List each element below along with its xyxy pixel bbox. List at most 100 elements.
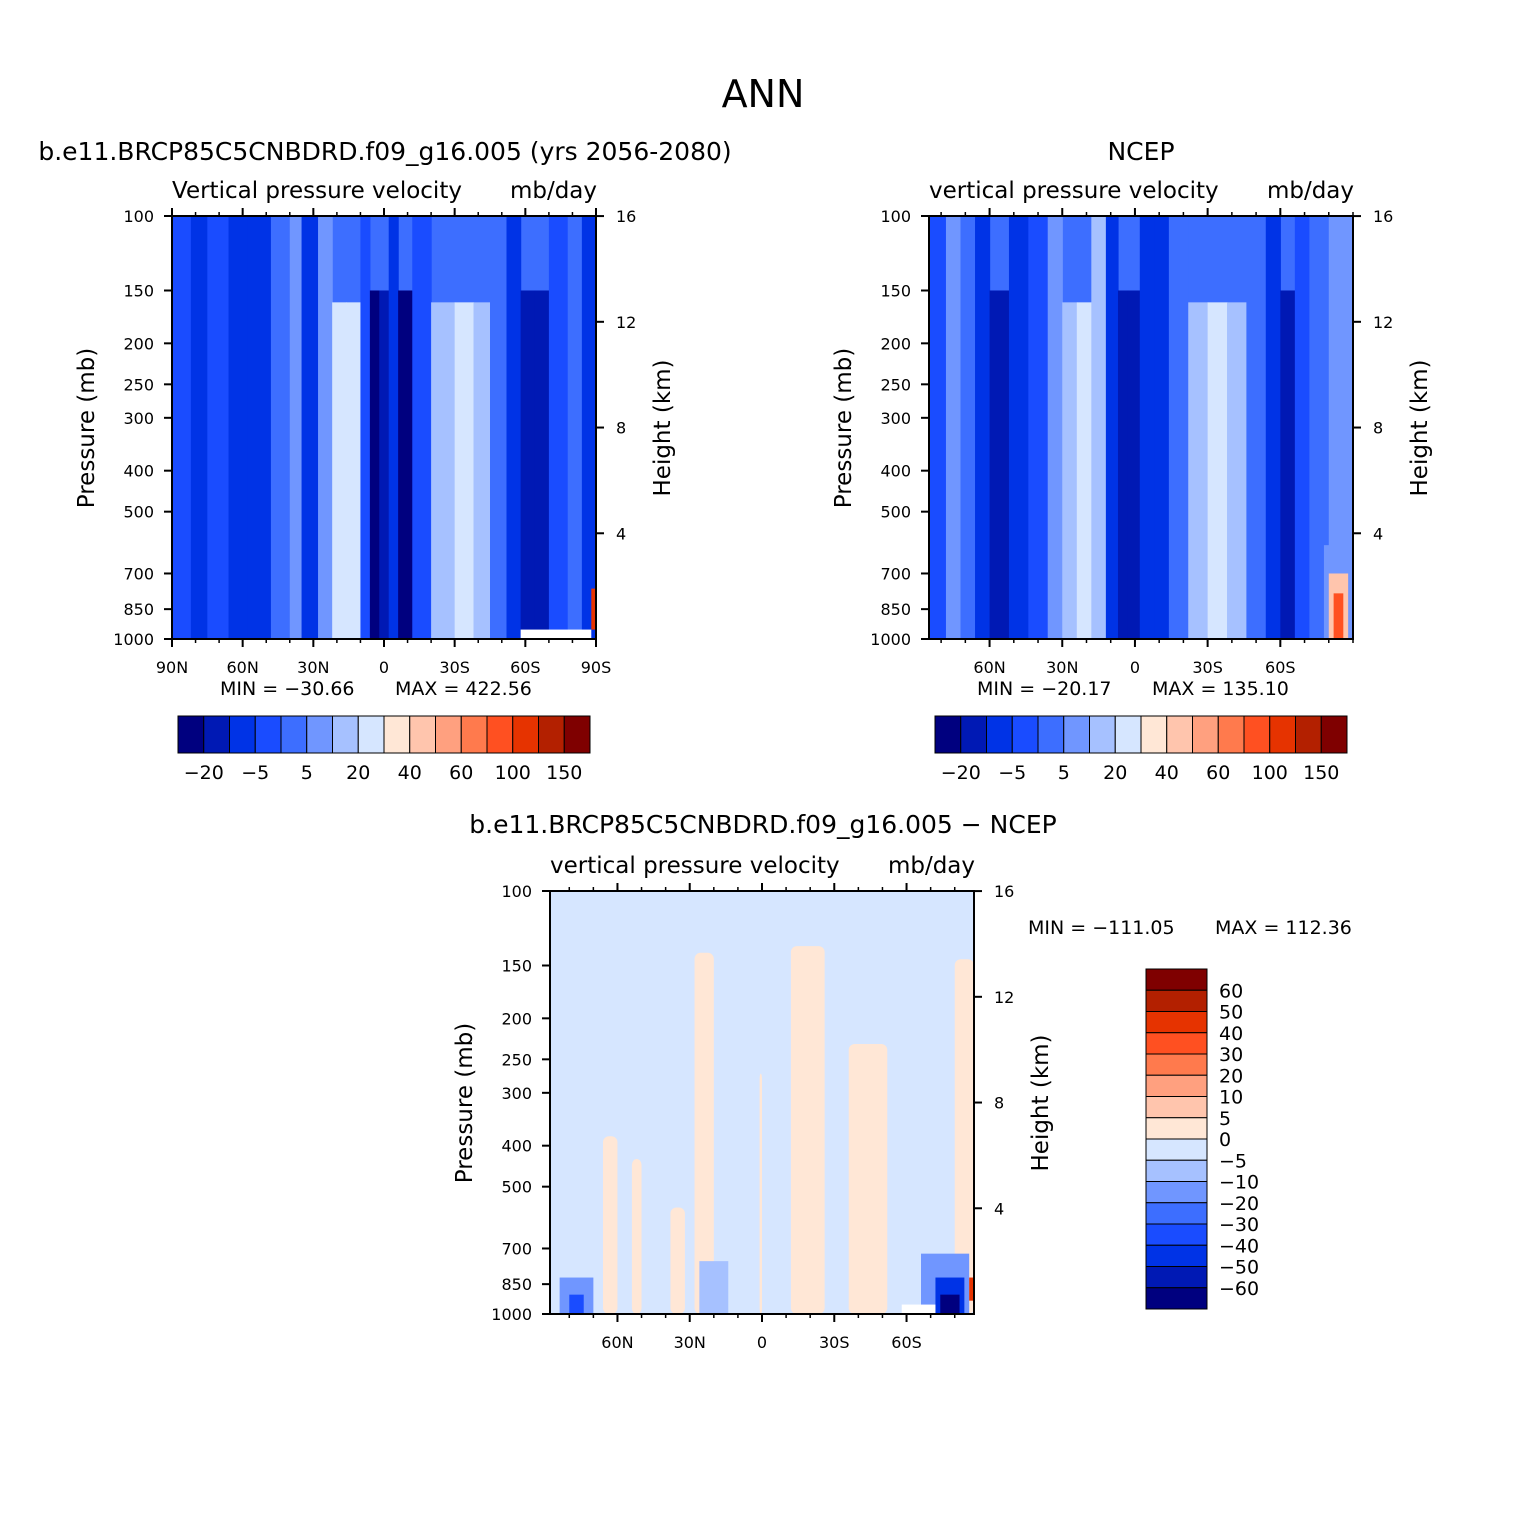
contour-band [989,290,1010,639]
panel-subtitle-left: vertical pressure velocity [550,853,840,879]
y-tick-label: 500 [501,1178,532,1197]
colorbar-box [1166,715,1193,754]
y-tick-label: 100 [501,882,532,901]
colorbar-box [280,715,308,754]
contour-band [318,216,333,639]
contour-band [969,1277,974,1301]
contour-band [960,216,976,639]
height-tick-label: 4 [1373,524,1383,543]
colorbar-box [1145,1096,1208,1119]
y-tick-label: 150 [123,281,154,300]
colorbar: −20 −5 5 20 40 60 100 150 [934,715,1348,784]
contour-band [172,216,192,639]
contour-band [1076,302,1092,639]
y-tick-label: 300 [501,1084,532,1103]
contour-band [954,959,974,1314]
colorbar-label: 30 [1219,1044,1243,1066]
contour-band [548,216,569,639]
max-label: MAX = 422.56 [395,678,532,700]
x-tick-label: 0 [757,1333,767,1352]
y-tick-label: 300 [880,409,911,428]
height-tick-label: 12 [616,313,636,332]
y-tick-label: 700 [501,1239,532,1258]
colorbar-box [1320,715,1348,754]
contour-band [603,1136,618,1314]
x-tick-label: 30N [297,658,329,677]
x-tick-label: 30S [1192,658,1223,677]
colorbar-label: 40 [1219,1023,1243,1045]
x-tick-label: 60N [227,658,259,677]
missing-data [901,1304,936,1314]
colorbar-label: −40 [1219,1235,1259,1257]
colorbar-box [1145,989,1208,1012]
contour-plot: 60N 30N 0 30S 60S 100 150 200 250 300 400 500 700 850… [870,207,1393,677]
contour-band [670,1207,685,1314]
colorbar-label: 20 [346,762,370,784]
contour-band [1294,216,1310,639]
height-tick-label: 4 [994,1199,1004,1218]
min-label: MIN = −111.05 [1028,917,1175,939]
contour-band [1154,216,1170,639]
colorbar-label: 40 [1155,762,1179,784]
colorbar-label: −20 [1219,1193,1259,1215]
contour-band [1246,216,1267,639]
y-tick-label: 500 [123,503,154,522]
colorbar-box [357,715,385,754]
colorbar-label: 40 [398,762,422,784]
colorbar-box [1145,1032,1208,1055]
contour-band [506,216,522,639]
colorbar-box [1145,1053,1208,1076]
colorbar-box [203,715,230,754]
y-tick-label: 400 [123,462,154,481]
contour-band [369,290,380,639]
colorbar-box [1145,1117,1208,1140]
colorbar-box [306,715,333,754]
colorbar-label: 150 [1303,762,1339,784]
contour-band [1309,216,1330,639]
height-tick-label: 16 [616,207,636,226]
colorbar-box [1192,715,1219,754]
y-tick-label: 250 [501,1050,532,1069]
x-tick-label: 60S [1265,658,1296,677]
colorbar-label: −20 [184,762,224,784]
max-label: MAX = 135.10 [1152,678,1289,700]
contour-band [940,1294,960,1314]
y-tick-label: 850 [880,600,911,619]
height-tick-label: 12 [994,988,1014,1007]
contour-band [1105,216,1119,639]
contour-band [360,216,371,639]
colorbar-label: 50 [1219,1002,1243,1024]
contour-band [398,290,413,639]
y-axis-right-label: Height (km) [1407,359,1433,496]
contour-band [759,1073,762,1314]
contour-band [591,588,596,630]
contour-band [1207,302,1228,639]
y-tick-label: 100 [123,207,154,226]
colorbar-box [960,715,987,754]
colorbar-box [1243,715,1271,754]
height-tick-label: 8 [994,1094,1004,1113]
x-tick-label: 0 [379,658,389,677]
y-tick-label: 700 [880,564,911,583]
contour-plot: 90N 60N 30N 0 30S 60S 90S 100 150 200 250 300 400 500… [113,207,636,677]
colorbar-box [1145,1202,1208,1225]
colorbar-box [1145,1074,1208,1097]
colorbar-label: 5 [1219,1108,1231,1130]
colorbar-box [177,715,205,754]
colorbar-box [1140,715,1168,754]
y-axis-label: Pressure (mb) [452,1023,478,1183]
colorbar-box [435,715,462,754]
page-title: ANN [722,72,805,116]
contour-band [1008,216,1029,639]
colorbar-box [1295,715,1322,754]
x-tick-label: 30N [674,1333,706,1352]
colorbar-box [1145,1266,1208,1289]
y-tick-label: 200 [880,334,911,353]
contour-band [207,216,230,639]
min-label: MIN = −20.17 [977,678,1112,700]
y-axis-right-label: Height (km) [1028,1034,1054,1171]
min-label: MIN = −30.66 [220,678,355,700]
x-tick-label: 60N [601,1333,633,1352]
contour-plot: 60N 30N 0 30S 60S 100 150 200 250 300 400 500 700 850… [491,882,1014,1352]
